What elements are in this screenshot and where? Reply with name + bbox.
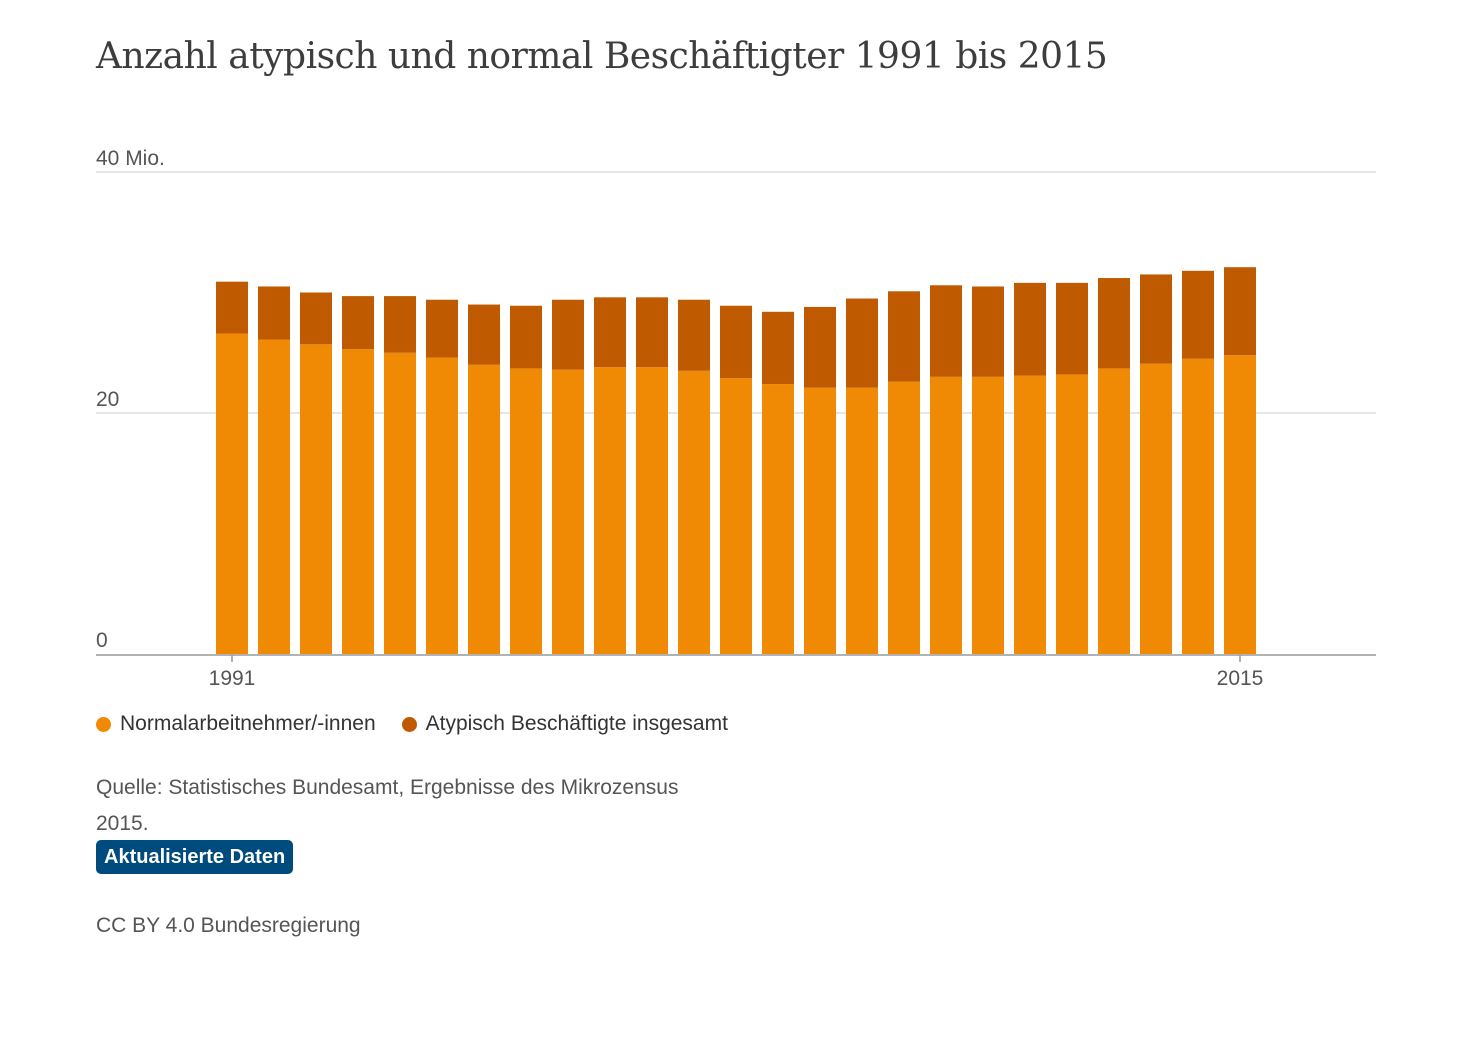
bar-atypical-2003 xyxy=(720,305,752,379)
bar-normal-1998 xyxy=(510,368,542,654)
bar-atypical-2014 xyxy=(1182,270,1214,359)
bar-atypical-2008 xyxy=(930,285,962,377)
legend-dot-atypical-icon xyxy=(401,716,417,732)
bar-atypical-2001 xyxy=(636,297,668,368)
license-note: CC BY 4.0 Bundesregierung xyxy=(96,914,361,937)
bar-normal-1997 xyxy=(468,364,500,654)
bar-atypical-2013 xyxy=(1140,274,1172,364)
bar-normal-1999 xyxy=(552,369,584,654)
chart-legend: Normalarbeitnehmer/-innen Atypisch Besch… xyxy=(96,712,754,736)
bar-atypical-2002 xyxy=(678,299,710,371)
stacked-bar-chart: 0 20 40 Mio. 1991 2015 xyxy=(96,147,1376,690)
bar-normal-2009 xyxy=(972,376,1004,654)
bar-atypical-2010 xyxy=(1014,282,1046,376)
bar-normal-2011 xyxy=(1056,374,1088,654)
legend-dot-normal-icon xyxy=(96,716,111,732)
bar-normal-2007 xyxy=(888,381,920,654)
bar-normal-2001 xyxy=(636,367,668,654)
bar-atypical-2000 xyxy=(594,297,626,368)
bar-atypical-2006 xyxy=(846,298,878,388)
legend-label-normal: Normalarbeitnehmer/-innen xyxy=(120,712,376,735)
bar-normal-2005 xyxy=(804,387,836,654)
bar-normal-2000 xyxy=(594,367,626,654)
updated-data-button[interactable]: Aktualisierte Daten xyxy=(96,840,294,874)
bar-atypical-1991 xyxy=(216,281,248,334)
bar-normal-1991 xyxy=(216,333,248,654)
chart-title: Anzahl atypisch und normal Beschäftigter… xyxy=(96,36,1108,77)
bar-normal-1992 xyxy=(258,339,290,654)
bar-atypical-2004 xyxy=(762,311,794,385)
bar-normal-2014 xyxy=(1182,358,1214,654)
y-tick-label-40: 40 Mio. xyxy=(96,147,165,170)
y-tick-label-20: 20 xyxy=(96,388,119,411)
bar-normal-2003 xyxy=(720,378,752,654)
bar-atypical-2012 xyxy=(1098,278,1130,369)
bar-normal-2006 xyxy=(846,387,878,654)
bar-atypical-1994 xyxy=(342,296,374,350)
bar-normal-2012 xyxy=(1098,368,1130,654)
bar-atypical-2005 xyxy=(804,306,836,388)
bar-normal-1993 xyxy=(300,344,332,654)
legend-label-atypical: Atypisch Beschäftigte insgesamt xyxy=(425,712,728,735)
bar-normal-2013 xyxy=(1140,363,1172,654)
bar-normal-1994 xyxy=(342,349,374,654)
bar-normal-1995 xyxy=(384,352,416,654)
bar-atypical-1997 xyxy=(468,304,500,365)
bar-atypical-2011 xyxy=(1056,282,1088,375)
x-tick-label-1991: 1991 xyxy=(209,667,256,690)
bar-atypical-2009 xyxy=(972,286,1004,377)
bar-atypical-1999 xyxy=(552,299,584,370)
legend-item-normal: Normalarbeitnehmer/-innen xyxy=(96,712,376,736)
bar-normal-2002 xyxy=(678,370,710,654)
bar-normal-1996 xyxy=(426,357,458,654)
bar-atypical-1992 xyxy=(258,286,290,340)
bar-normal-2004 xyxy=(762,384,794,654)
bar-atypical-1993 xyxy=(300,292,332,345)
legend-item-atypical: Atypisch Beschäftigte insgesamt xyxy=(401,712,728,736)
bar-atypical-2015 xyxy=(1224,267,1256,356)
y-tick-label-0: 0 xyxy=(96,629,108,652)
bar-atypical-1996 xyxy=(426,299,458,358)
bar-normal-2010 xyxy=(1014,375,1046,654)
bar-normal-2008 xyxy=(930,376,962,654)
x-tick-label-2015: 2015 xyxy=(1217,667,1264,690)
bar-atypical-2007 xyxy=(888,291,920,382)
bar-atypical-1995 xyxy=(384,296,416,353)
source-note: Quelle: Statistisches Bundesamt, Ergebni… xyxy=(96,776,679,835)
bar-atypical-1998 xyxy=(510,305,542,369)
bar-normal-2015 xyxy=(1224,355,1256,654)
